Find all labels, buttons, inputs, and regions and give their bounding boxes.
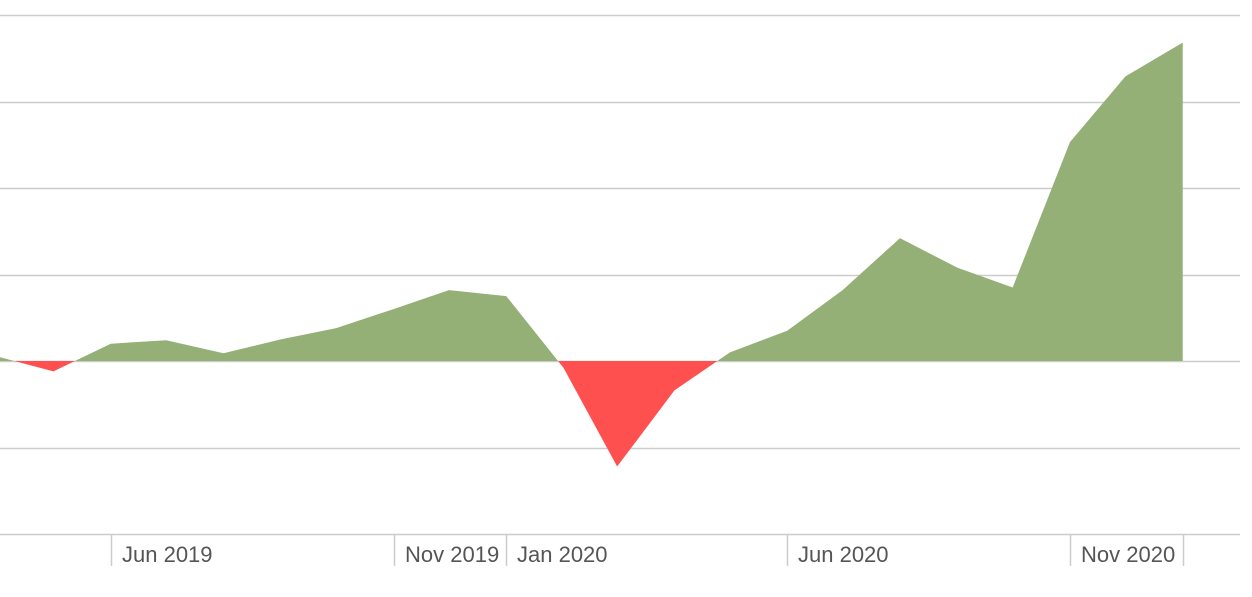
x-tick-label: Jan 2020 <box>517 542 608 567</box>
x-axis: Jun 2019 Nov 2019 Jan 2020 Jun 2020 Nov 2020 <box>110 534 1185 567</box>
x-tick-label: Jun 2019 <box>122 542 213 567</box>
x-tick-label: Nov 2020 <box>1081 542 1175 567</box>
area-series <box>0 42 1183 467</box>
positive-area <box>0 42 1183 361</box>
negative-area <box>0 361 1183 467</box>
x-tick-label: Jun 2020 <box>798 542 889 567</box>
x-tick-label: Nov 2019 <box>405 542 499 567</box>
